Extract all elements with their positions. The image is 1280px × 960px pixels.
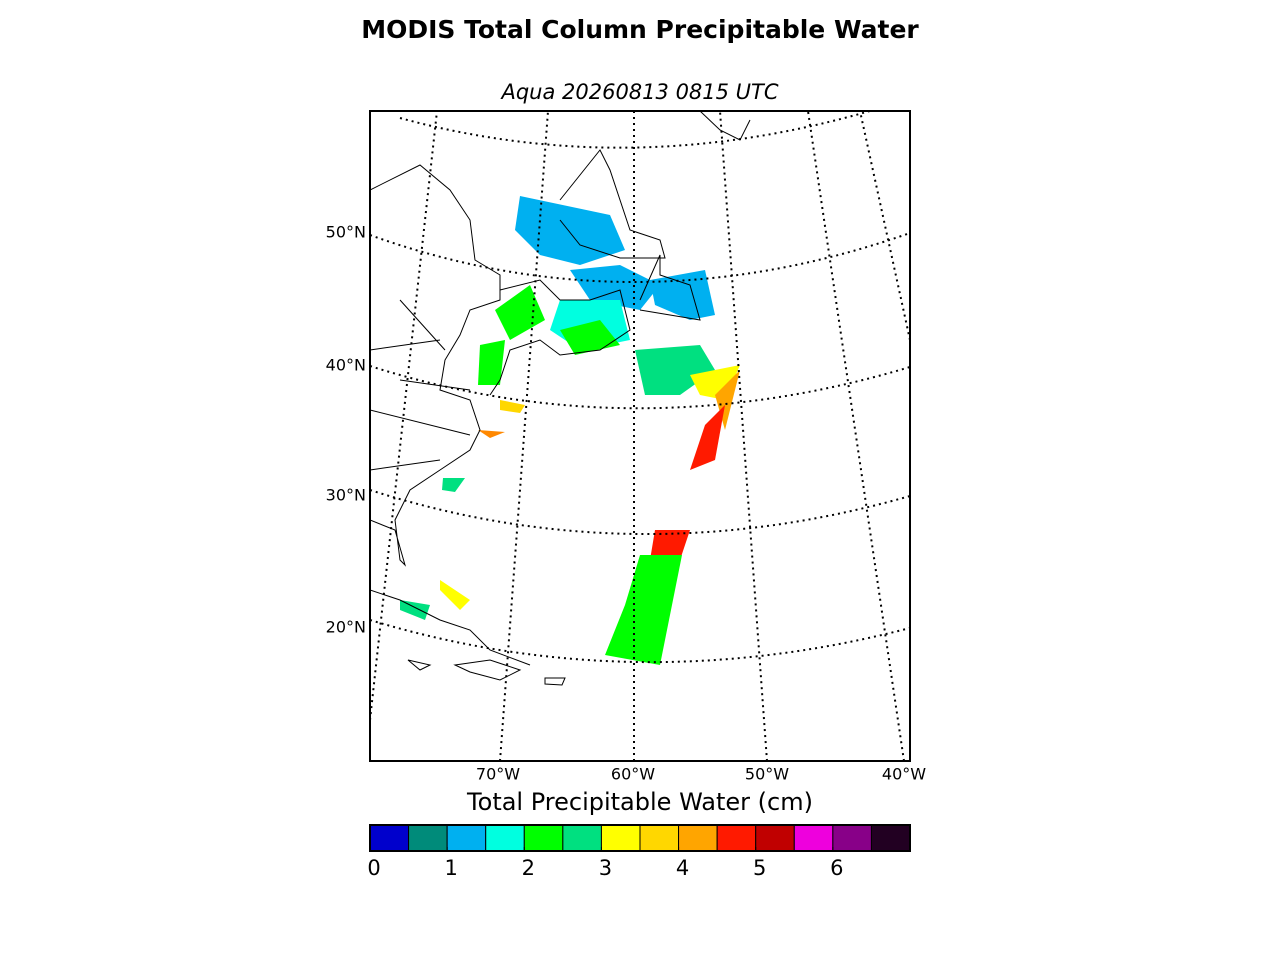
map-frame [369,110,911,762]
colorbar-segment [523,824,564,852]
subtitle: Aqua 20260813 0815 UTC [499,80,778,104]
colorbar-segment [870,824,911,852]
colorbar-segment [716,824,757,852]
colorbar-segment [369,824,410,852]
colorbar-segment [832,824,872,852]
lat-label: 50°N [326,223,366,242]
colorbar-tick-label: 3 [599,856,612,880]
colorbar-tick-label: 4 [676,856,689,880]
colorbar-tick-label: 6 [830,856,843,880]
colorbar-frame [369,824,911,852]
colorbar-tick-label: 5 [753,856,766,880]
colorbar-segment [639,824,680,852]
lat-label: 40°N [326,356,366,375]
lon-labels: 70°W 60°W 50°W 40°W [476,765,926,784]
coastlines [370,111,751,686]
graticule [370,111,910,761]
colorbar-label: Total Precipitable Water (cm) [466,788,813,816]
lat-labels: 50°N 40°N 30°N 20°N [326,223,366,637]
colorbar-segment [408,824,448,852]
colorbar: 0 1 2 3 4 5 6 [367,824,911,880]
colorbar-segment [755,824,795,852]
map-area [370,111,910,761]
lon-label: 70°W [476,765,520,784]
colorbar-tick-label: 2 [522,856,535,880]
colorbar-tick-label: 1 [444,856,457,880]
lon-label: 40°W [882,765,926,784]
lat-label: 30°N [326,486,366,505]
title: MODIS Total Column Precipitable Water [361,15,919,44]
lon-label: 50°W [745,765,789,784]
lon-label: 60°W [611,765,655,784]
colorbar-segment [485,824,525,852]
colorbar-segment [793,824,834,852]
colorbar-tick-label: 0 [367,856,380,880]
colorbar-segment [562,824,602,852]
colorbar-segment [600,824,641,852]
colorbar-segment [678,824,718,852]
lat-label: 20°N [326,618,366,637]
colorbar-segment [446,824,487,852]
